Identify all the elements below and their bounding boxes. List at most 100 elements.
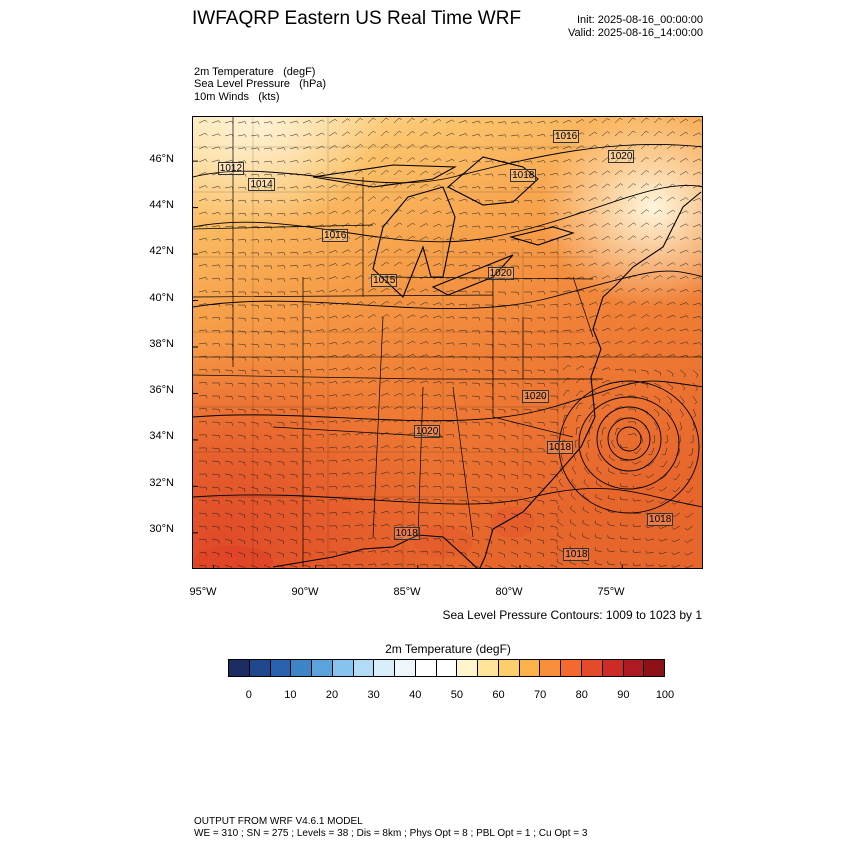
pressure-label: 1020 <box>608 150 635 164</box>
wind-barb <box>458 238 466 241</box>
wind-barb <box>471 291 480 293</box>
wind-barb-flag <box>693 415 696 418</box>
wind-barb-flag <box>205 237 208 241</box>
wind-barb-flag <box>620 235 624 239</box>
wind-barb <box>198 263 206 267</box>
wind-barb-flag <box>556 422 558 426</box>
wind-barb-flag <box>556 199 559 203</box>
wind-barb-flag <box>386 235 390 238</box>
wind-barb <box>536 564 544 568</box>
wind-barb <box>315 316 323 319</box>
wind-barb-flag <box>425 144 429 147</box>
wind-barb <box>289 460 297 463</box>
wind-barb-flag <box>478 173 481 177</box>
wind-barb-flag <box>257 292 259 296</box>
wind-barb <box>666 354 674 358</box>
wind-barb <box>614 131 621 137</box>
wind-barb-flag <box>645 130 649 133</box>
colorbar-tick-label: 60 <box>492 689 505 701</box>
wind-barb <box>328 132 336 137</box>
wind-barb-flag <box>361 511 364 515</box>
wind-barb <box>640 434 644 442</box>
wind-barb-flag <box>556 172 559 176</box>
wind-barb <box>380 130 387 137</box>
wind-barb <box>679 315 687 319</box>
wind-barb-flag <box>582 171 585 175</box>
wind-barb <box>588 210 596 215</box>
wind-barb-flag <box>309 435 311 439</box>
wind-barb-flag <box>646 314 650 317</box>
wind-barb-flag <box>335 499 338 503</box>
wind-barb-flag <box>672 490 676 493</box>
wind-barb <box>211 133 219 137</box>
wind-barb <box>484 134 492 137</box>
wind-barb-flag <box>373 144 376 147</box>
wind-barb-flag <box>595 341 598 345</box>
wind-barb <box>582 509 590 514</box>
wind-barb-flag <box>387 563 390 567</box>
wind-barb-flag <box>597 452 600 456</box>
wind-barb-flag <box>582 263 585 267</box>
wind-barb <box>341 131 348 137</box>
wind-barb <box>367 510 375 514</box>
wind-barb-flag <box>439 538 442 542</box>
wind-barb-flag <box>244 370 246 374</box>
wind-barb-flag <box>386 314 390 317</box>
wind-barb-flag <box>322 382 325 385</box>
wind-barb-flag <box>699 329 702 333</box>
wind-barb-flag <box>478 186 481 190</box>
wind-barb-flag <box>491 370 493 374</box>
wind-barb-flag <box>439 499 442 503</box>
map-canvas <box>193 117 702 568</box>
wind-barb-flag <box>400 511 403 514</box>
wind-barb-flag <box>205 316 208 320</box>
wind-barb <box>419 288 427 293</box>
wind-barb-flag <box>569 356 572 359</box>
wind-barb-flag <box>530 200 533 204</box>
wind-barb <box>328 459 336 462</box>
wind-barb <box>633 525 642 528</box>
wind-barb <box>289 564 297 568</box>
wind-barb-flag <box>283 278 286 282</box>
wind-barb-flag <box>452 421 455 425</box>
wind-barb <box>367 144 374 150</box>
wind-barb-flag <box>566 389 570 392</box>
wind-barb-flag <box>348 288 351 292</box>
wind-barb-flag <box>335 512 338 516</box>
wind-barb <box>341 275 349 280</box>
wind-barb <box>380 170 387 176</box>
pressure-label: 1018 <box>393 526 420 540</box>
wind-barb-flag <box>659 222 663 226</box>
wind-barb <box>198 250 206 254</box>
wind-barb <box>315 551 324 553</box>
wind-barb <box>341 419 349 423</box>
wind-barb <box>679 341 687 345</box>
wind-barb-flag <box>348 249 351 253</box>
wind-barb <box>647 564 655 567</box>
wind-barb <box>588 236 596 241</box>
wind-barb-flag <box>686 289 689 292</box>
wind-barb-flag <box>348 485 351 489</box>
wind-barb <box>601 183 608 189</box>
wind-barb-flag <box>438 171 442 174</box>
wind-barb <box>471 225 479 228</box>
wind-barb-flag <box>205 382 208 386</box>
wind-barb-flag <box>374 550 377 554</box>
wind-barb <box>536 133 544 137</box>
wind-barb <box>380 550 388 553</box>
wind-barb <box>445 329 453 332</box>
wind-barb-flag <box>556 133 559 137</box>
wind-barb-flag <box>373 288 377 291</box>
lat-label-40n: 40°N <box>149 292 174 304</box>
wind-barb <box>393 196 400 202</box>
wind-barb-flag <box>465 435 467 439</box>
wind-barb-flag <box>386 340 390 343</box>
wind-barb <box>692 237 700 241</box>
wind-barb-flag <box>347 118 351 121</box>
wind-barb <box>510 538 518 542</box>
wind-barb <box>640 157 647 163</box>
wind-barb <box>211 330 220 332</box>
wind-barb-flag <box>658 399 661 403</box>
wind-barb-flag <box>595 480 598 484</box>
wind-barb <box>536 395 545 397</box>
